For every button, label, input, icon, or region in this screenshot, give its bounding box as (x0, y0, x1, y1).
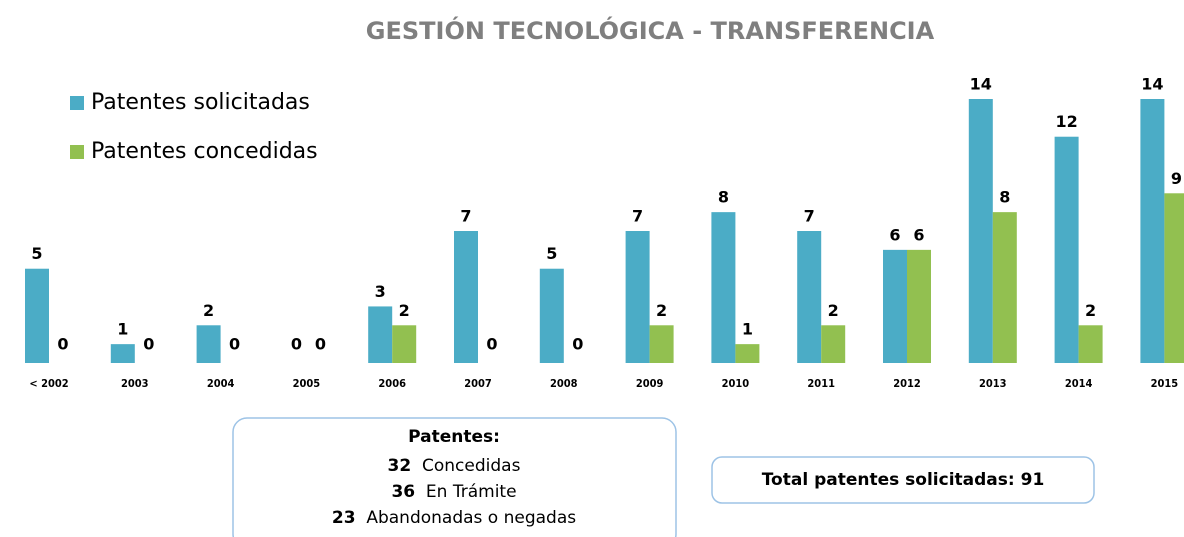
data-label: 8 (999, 188, 1010, 207)
bar (821, 325, 846, 363)
data-label: 0 (572, 335, 583, 354)
bar (110, 344, 135, 363)
data-label: 6 (913, 225, 924, 244)
data-label: 1 (117, 320, 128, 339)
bar (1164, 193, 1184, 363)
summary-label: Abandonadas o negadas (366, 508, 576, 528)
legend-swatch (70, 96, 84, 110)
summary-item: 32 Concedidas (388, 456, 521, 476)
data-label: 9 (1171, 169, 1182, 188)
summary-value: 36 (391, 482, 415, 502)
bar (625, 231, 650, 363)
x-tick-label: 2009 (636, 377, 664, 390)
total-text: Total patentes solicitadas: 91 (762, 470, 1045, 490)
data-label: 5 (31, 244, 42, 263)
x-tick-label: 2010 (722, 377, 750, 390)
data-label: 0 (291, 335, 302, 354)
bar (649, 325, 674, 363)
bar (196, 325, 221, 363)
data-label: 7 (460, 207, 471, 226)
bar (1078, 325, 1103, 363)
x-tick-label: 2013 (979, 377, 1007, 390)
data-label: 12 (1055, 112, 1077, 131)
bar (392, 325, 417, 363)
summary-label: En Trámite (426, 482, 517, 502)
total-label: Total patentes solicitadas: (762, 470, 1015, 490)
data-label: 0 (57, 335, 68, 354)
legend-swatch (70, 145, 84, 159)
bar (1054, 136, 1079, 363)
data-label: 8 (718, 188, 729, 207)
data-label: 5 (546, 244, 557, 263)
data-label: 2 (1085, 301, 1096, 320)
bar (883, 249, 907, 363)
data-label: 2 (399, 301, 410, 320)
data-label: 0 (143, 335, 154, 354)
x-tick-label: 2015 (1151, 377, 1179, 390)
bar (539, 268, 564, 363)
summary-title: Patentes: (408, 427, 500, 447)
total-value: 91 (1021, 470, 1045, 490)
bar (797, 231, 822, 363)
summary-value: 32 (388, 456, 412, 476)
data-label: 2 (828, 301, 839, 320)
data-label: 7 (804, 207, 815, 226)
bar (907, 249, 931, 363)
data-label: 3 (375, 282, 386, 301)
bar (992, 212, 1017, 363)
bar (711, 212, 736, 363)
bar (368, 306, 393, 363)
data-label: 7 (632, 207, 643, 226)
summary-label: Concedidas (422, 456, 521, 476)
x-tick-label: 2004 (207, 377, 235, 390)
x-tick-label: 2011 (807, 377, 835, 390)
legend-label: Patentes concedidas (91, 139, 318, 164)
data-label: 14 (1141, 75, 1163, 94)
summary-box (232, 417, 677, 537)
data-label: 0 (486, 335, 497, 354)
x-tick-label: 2005 (293, 377, 321, 390)
data-label: 6 (889, 225, 900, 244)
data-label: 1 (742, 320, 753, 339)
bar (735, 344, 760, 363)
legend-label: Patentes solicitadas (91, 90, 310, 115)
x-tick-label: 2007 (464, 377, 492, 390)
data-label: 14 (970, 75, 992, 94)
x-tick-label: 2006 (378, 377, 406, 390)
summary-item: 36 En Trámite (391, 482, 516, 502)
x-tick-label: 2012 (893, 377, 921, 390)
x-tick-label: 2014 (1065, 377, 1093, 390)
bar (968, 99, 993, 363)
data-label: 2 (656, 301, 667, 320)
summary-item: 23 Abandonadas o negadas (332, 508, 576, 528)
bar (25, 268, 49, 363)
data-label: 2 (203, 301, 214, 320)
total-box (711, 456, 1095, 504)
chart-title: GESTIÓN TECNOLÓGICA - TRANSFERENCIA (366, 15, 935, 45)
data-label: 0 (315, 335, 326, 354)
bar (454, 231, 478, 363)
summary-value: 23 (332, 508, 356, 528)
x-tick-label: 2008 (550, 377, 578, 390)
data-label: 0 (229, 335, 240, 354)
bar (1140, 99, 1165, 363)
x-tick-label: < 2002 (29, 377, 68, 390)
x-tick-label: 2003 (121, 377, 149, 390)
